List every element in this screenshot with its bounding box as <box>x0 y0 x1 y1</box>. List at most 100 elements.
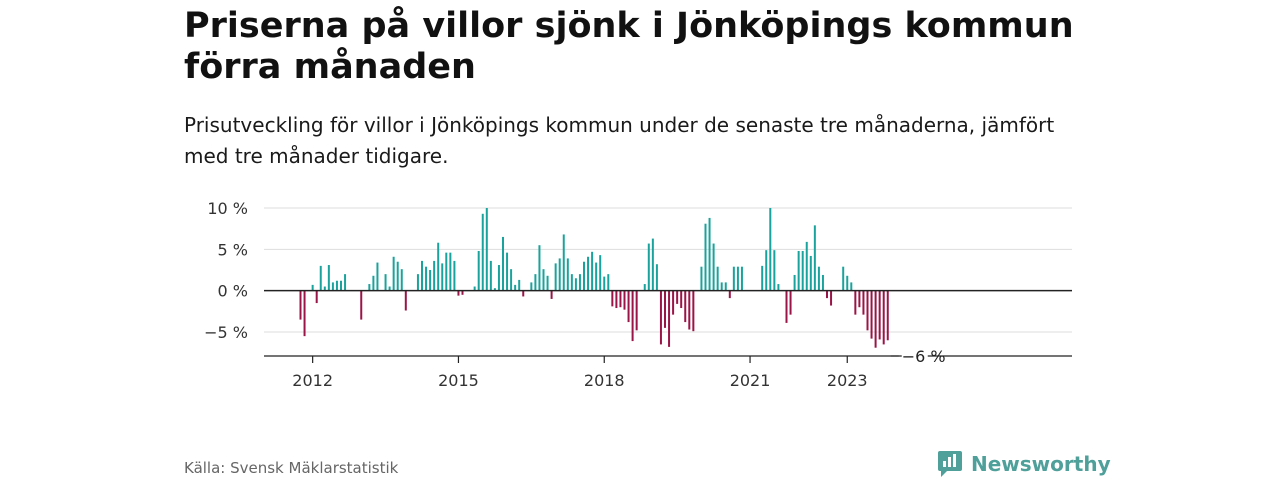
x-tick-label: 2021 <box>730 371 771 390</box>
x-tick-label: 2023 <box>827 371 868 390</box>
bar <box>801 250 804 291</box>
bar <box>461 290 464 295</box>
newsworthy-logo-icon <box>938 451 962 477</box>
bar <box>874 290 877 348</box>
bar <box>785 290 788 323</box>
bar <box>530 282 533 291</box>
bar <box>680 290 683 309</box>
bar <box>797 250 800 291</box>
bar <box>392 256 395 291</box>
bar <box>587 256 590 291</box>
bar <box>595 262 598 291</box>
bar <box>805 241 808 291</box>
bar <box>882 290 885 345</box>
bar <box>659 290 662 345</box>
bar <box>655 264 658 291</box>
bar <box>485 208 488 291</box>
bar <box>416 274 419 291</box>
bar <box>817 266 820 291</box>
bar <box>388 286 391 291</box>
annotations: −6 % <box>890 347 946 366</box>
y-axis-labels: 10 % 5 % 0 % −5 % <box>204 199 248 342</box>
bar <box>384 274 387 291</box>
bar <box>716 266 719 291</box>
bar <box>570 274 573 291</box>
bar <box>340 280 342 291</box>
bar <box>866 290 869 331</box>
bar <box>789 290 792 315</box>
bar <box>574 278 577 291</box>
bar <box>850 282 853 291</box>
bar <box>425 266 428 291</box>
bar <box>635 290 638 331</box>
last-value-label: −6 % <box>902 347 946 366</box>
x-axis-labels: 2012 2015 2018 2021 2023 <box>292 371 867 390</box>
bar <box>813 225 816 291</box>
bar-chart: 10 % 5 % 0 % −5 % 2012 2015 2018 2021 2023 −6 % <box>204 199 1072 390</box>
bar <box>724 282 727 291</box>
bar <box>372 275 375 291</box>
bar <box>858 290 861 308</box>
x-tick-label: 2015 <box>438 371 479 390</box>
bar <box>441 263 444 291</box>
bar <box>647 243 650 291</box>
bar <box>627 290 630 323</box>
x-tick-label: 2018 <box>584 371 625 390</box>
bar <box>684 290 687 323</box>
bar <box>534 274 537 291</box>
bar <box>323 286 326 291</box>
bar <box>643 284 646 291</box>
bar <box>761 265 764 291</box>
bar <box>522 290 525 297</box>
bar <box>311 284 314 291</box>
bar <box>740 266 743 291</box>
brand-logo[interactable]: Newsworthy <box>937 449 1111 479</box>
bar <box>319 265 322 291</box>
bar <box>793 274 796 291</box>
bar <box>583 261 585 291</box>
chart-subtitle: Prisutveckling för villor i Jönköpings k… <box>184 113 1055 168</box>
bar <box>550 290 553 299</box>
bar <box>396 261 399 291</box>
bar <box>497 265 500 291</box>
x-tick-label: 2012 <box>292 371 333 390</box>
bar <box>769 208 772 291</box>
bar <box>846 275 849 291</box>
bar <box>623 290 626 310</box>
bar <box>720 282 723 291</box>
bar <box>331 282 334 291</box>
bar <box>518 279 521 291</box>
bar <box>615 290 618 309</box>
brand-name: Newsworthy <box>971 452 1111 476</box>
bar <box>664 290 666 328</box>
bar <box>510 269 513 291</box>
bar <box>542 269 545 291</box>
bar <box>777 284 780 291</box>
bar <box>862 290 865 315</box>
source-note: Källa: Svensk Mäklarstatistik <box>184 459 399 477</box>
bar <box>886 290 889 341</box>
bar <box>506 252 509 291</box>
bar <box>299 290 302 320</box>
bar <box>335 280 338 291</box>
bar <box>514 284 517 291</box>
bar <box>878 290 881 340</box>
bar <box>449 252 452 291</box>
bar <box>578 274 581 291</box>
bar <box>700 266 703 291</box>
bar <box>558 258 561 291</box>
bar <box>538 245 541 291</box>
axes <box>264 289 1072 363</box>
bar <box>830 290 833 306</box>
bar <box>668 290 671 347</box>
bar <box>712 243 715 291</box>
y-tick-label: 5 % <box>218 240 248 259</box>
bar <box>437 242 440 291</box>
bar <box>566 258 569 291</box>
bar <box>619 290 622 308</box>
bar <box>708 217 711 291</box>
bar <box>842 266 845 291</box>
bar <box>400 269 403 291</box>
bar <box>688 290 691 330</box>
bar <box>404 290 407 311</box>
